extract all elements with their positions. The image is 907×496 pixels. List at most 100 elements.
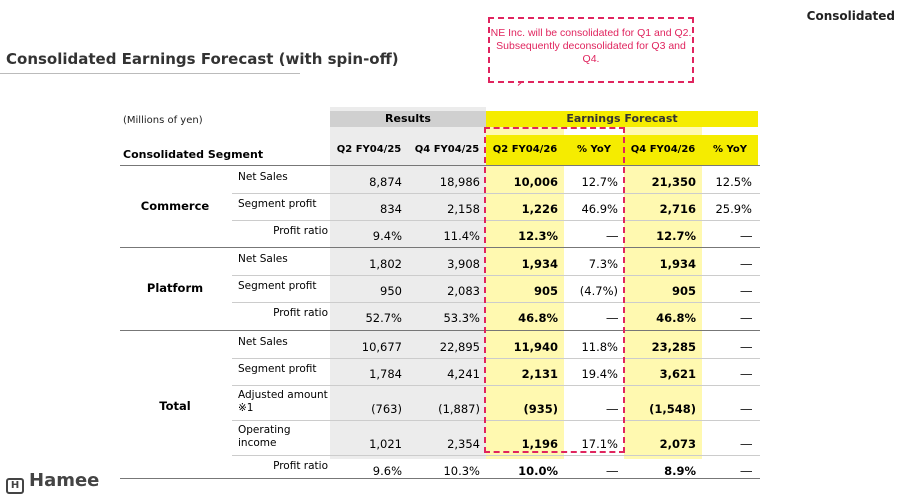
table-cell: 1,934	[521, 257, 558, 271]
row-label: Operating income	[238, 424, 291, 449]
table-cell: 2,716	[659, 202, 696, 216]
row-divider	[232, 385, 760, 386]
table-cell: ―	[740, 340, 753, 354]
table-cell: 52.7%	[365, 311, 402, 325]
row-divider	[232, 420, 760, 421]
row-label: Segment profit	[238, 198, 317, 210]
table-cell: ―	[606, 311, 619, 325]
table-cell: ―	[740, 311, 753, 325]
table-cell: 18,986	[439, 175, 480, 189]
segment-name: Platform	[146, 280, 204, 295]
forecast-group-header: Earnings Forecast	[486, 111, 758, 127]
row-label: Net Sales	[238, 253, 288, 265]
table-cell: ―	[740, 367, 753, 381]
table-cell: 2,131	[521, 367, 558, 381]
table-cell: 25.9%	[715, 202, 752, 216]
row-label: Adjusted amount ※1	[238, 389, 328, 414]
row-label: Profit ratio	[273, 307, 328, 319]
table-cell: 834	[380, 202, 402, 216]
table-cell: 2,073	[659, 437, 696, 451]
table-cell: 11,940	[513, 340, 558, 354]
q2-forecast-highlight	[484, 127, 625, 453]
table-cell: 53.3%	[443, 311, 480, 325]
forecast-q2-shading	[486, 127, 564, 459]
col-header-q2-fy26: Q2 FY04/26	[486, 135, 564, 165]
header-divider	[120, 165, 760, 166]
table-cell: 8.9%	[664, 464, 696, 478]
table-cell: 1,784	[369, 367, 402, 381]
segment-name: Total	[159, 398, 191, 413]
hamee-logo-icon: H	[6, 478, 24, 494]
row-divider	[232, 358, 760, 359]
row-divider	[232, 193, 760, 194]
table-cell: ―	[606, 464, 619, 478]
table-cell: 12.7%	[656, 229, 696, 243]
table-cell: 8,874	[369, 175, 402, 189]
table-cell: 23,285	[651, 340, 696, 354]
table-cell: 46.8%	[518, 311, 558, 325]
table-cell: (1,548)	[649, 402, 696, 416]
table-cell: 10.0%	[518, 464, 558, 478]
segment-header: Consolidated Segment	[123, 148, 264, 161]
row-label: Segment profit	[238, 280, 317, 292]
table-cell: 12.3%	[518, 229, 558, 243]
row-divider	[232, 275, 760, 276]
hamee-logo-text: Hamee	[29, 470, 100, 491]
row-label: Profit ratio	[273, 460, 328, 472]
table-cell: 11.4%	[443, 229, 480, 243]
hamee-logo: H Hamee	[6, 470, 99, 494]
table-cell: (4.7%)	[579, 284, 618, 298]
table-cell: ―	[740, 402, 753, 416]
row-divider	[232, 302, 760, 303]
units-label: (Millions of yen)	[123, 115, 203, 126]
table-cell: 2,354	[447, 437, 480, 451]
forecast-q4-shading	[624, 127, 702, 459]
table-cell: ―	[606, 402, 619, 416]
table-cell: 12.5%	[715, 175, 752, 189]
table-cell: 46.9%	[581, 202, 618, 216]
consolidation-callout: NE Inc. will be consolidated for Q1 and …	[488, 17, 694, 83]
col-header-yoy-q4: % YoY	[702, 135, 758, 165]
table-cell: 22,895	[439, 340, 480, 354]
table-cell: (935)	[523, 402, 558, 416]
row-divider	[232, 455, 760, 456]
col-header-yoy-q2: % YoY	[564, 135, 624, 165]
row-label: Net Sales	[238, 336, 288, 348]
table-cell: ―	[740, 257, 753, 271]
table-cell: 10,677	[361, 340, 402, 354]
table-cell: 46.8%	[656, 311, 696, 325]
row-label: Net Sales	[238, 171, 288, 183]
section-divider	[120, 247, 760, 248]
table-cell: 10,006	[513, 175, 558, 189]
table-cell: 950	[380, 284, 402, 298]
table-cell: 1,226	[521, 202, 558, 216]
table-cell: 10.3%	[443, 464, 480, 478]
table-cell: ―	[740, 437, 753, 451]
table-cell: 7.3%	[588, 257, 618, 271]
table-cell: 19.4%	[581, 367, 618, 381]
table-cell: 2,158	[447, 202, 480, 216]
row-label: Profit ratio	[273, 225, 328, 237]
table-cell: 17.1%	[581, 437, 618, 451]
table-cell: 21,350	[651, 175, 696, 189]
table-cell: 4,241	[447, 367, 480, 381]
table-cell: ―	[740, 284, 753, 298]
table-cell: 9.6%	[372, 464, 402, 478]
table-cell: 12.7%	[581, 175, 618, 189]
table-cell: 1,196	[521, 437, 558, 451]
table-cell: 905	[533, 284, 558, 298]
section-divider	[120, 330, 760, 331]
row-divider	[232, 220, 760, 221]
table-cell: 905	[671, 284, 696, 298]
table-cell: 1,802	[369, 257, 402, 271]
table-cell: 9.4%	[372, 229, 402, 243]
consolidated-label: Consolidated	[806, 9, 895, 23]
table-cell: 11.8%	[581, 340, 618, 354]
table-cell: ―	[740, 464, 753, 478]
table-cell: (1,887)	[438, 402, 480, 416]
row-label: Segment profit	[238, 363, 317, 375]
table-bottom-rule	[120, 478, 760, 479]
page-title: Consolidated Earnings Forecast (with spi…	[6, 50, 399, 68]
title-underline	[0, 73, 300, 74]
segment-name: Commerce	[140, 198, 210, 213]
